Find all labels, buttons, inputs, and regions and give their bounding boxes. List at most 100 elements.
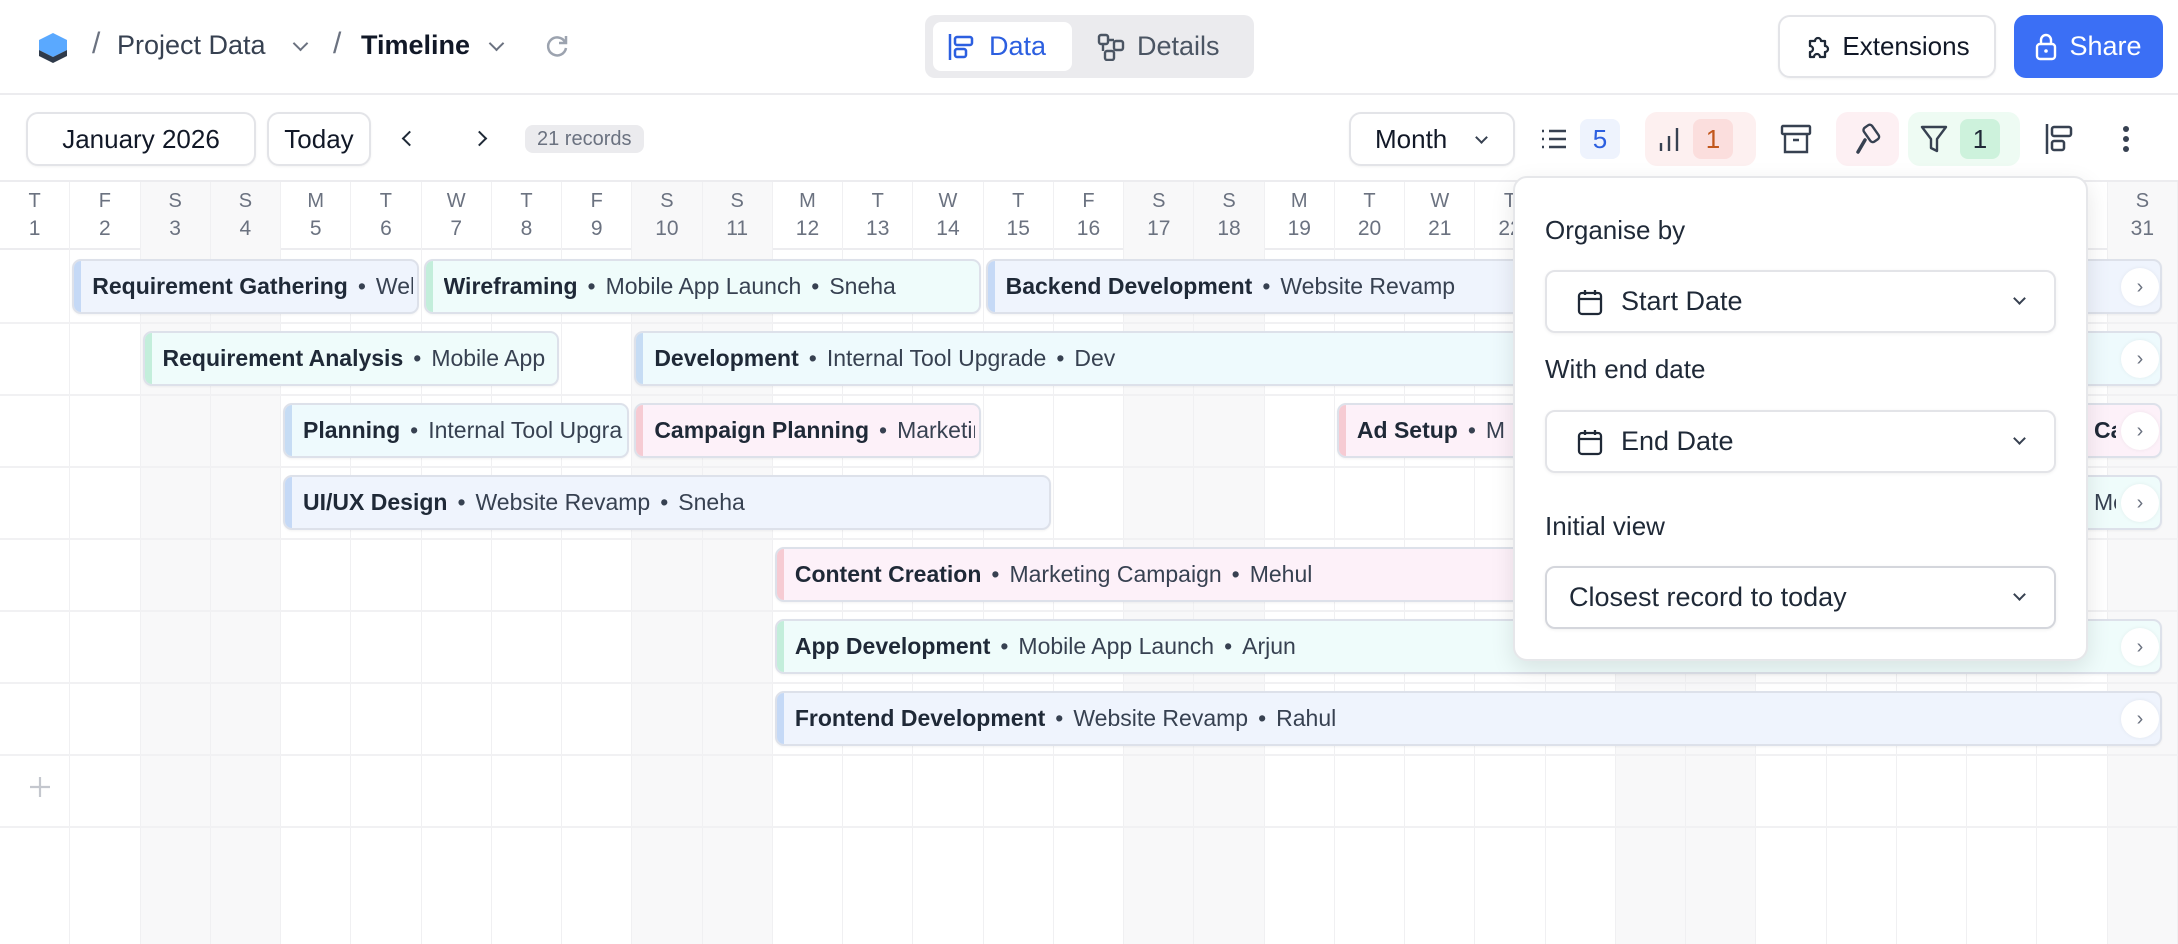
scroll-to-record-chevron-icon[interactable]: ›	[2121, 628, 2159, 666]
separator-dot: •	[587, 273, 596, 299]
record-title: Development	[654, 345, 799, 371]
initial-view-value: Closest record to today	[1569, 582, 1847, 612]
start-date-field-select[interactable]: Start Date	[1545, 270, 2056, 333]
day-number: 31	[2130, 217, 2155, 240]
record-meta: Mehul	[1249, 561, 1313, 587]
record-label: Ad Setup • Marketing Campaign	[1357, 405, 1505, 456]
layout-icon[interactable]	[2044, 122, 2076, 156]
record-meta: Arjun	[1242, 633, 1296, 659]
archive-icon[interactable]	[1780, 123, 1812, 155]
tab-data[interactable]: Data	[933, 22, 1072, 71]
lock-icon	[2035, 33, 2057, 61]
today-button[interactable]: Today	[267, 112, 371, 166]
group-count-badge: 1	[1693, 119, 1733, 159]
record-meta: Sneha	[829, 273, 896, 299]
chevron-down-icon[interactable]	[488, 35, 505, 52]
day-number: 2	[99, 217, 111, 240]
record-title: Content Creation	[794, 561, 982, 587]
end-date-value: End Date	[1621, 426, 1734, 456]
record-title: Requirement Gathering	[92, 273, 348, 299]
row-divider	[0, 754, 2178, 756]
separator-dot: •	[808, 345, 817, 371]
breadcrumb-project[interactable]: Project Data	[117, 30, 266, 60]
month-picker-button[interactable]: January 2026	[26, 112, 256, 166]
weekday-letter: T	[1363, 190, 1376, 212]
color-button[interactable]	[1836, 112, 1899, 166]
day-number: 9	[590, 217, 603, 240]
next-icon[interactable]	[471, 130, 488, 147]
record-bar[interactable]: Frontend Development • Website Revamp • Rahu…	[774, 691, 2162, 746]
tab-details-label: Details	[1137, 31, 1220, 61]
puzzle-icon	[1804, 33, 1832, 61]
day-column	[562, 250, 633, 944]
app-logo-icon[interactable]	[38, 32, 68, 64]
day-column	[2037, 250, 2108, 944]
record-bar[interactable]: Wireframing • Mobile App Launch • Sneha	[423, 259, 981, 314]
record-title: Requirement Analysis	[162, 345, 404, 371]
view-mode-select[interactable]: Month	[1349, 112, 1515, 166]
refresh-icon[interactable]	[544, 33, 570, 59]
extensions-button[interactable]: Extensions	[1778, 15, 1996, 78]
record-meta: Website Revamp	[1073, 705, 1249, 731]
weekday-letter: S	[2135, 190, 2150, 212]
chevron-down-icon	[2013, 432, 2026, 445]
share-button[interactable]: Share	[2014, 15, 2163, 78]
end-date-field-select[interactable]: End Date	[1545, 410, 2056, 473]
day-header: W 21	[1405, 182, 1476, 250]
record-bar[interactable]: UI/UX Design • Website Revamp • Sneha	[283, 475, 1051, 530]
breadcrumb-view[interactable]: Timeline	[361, 30, 471, 60]
separator-dot: •	[1056, 345, 1065, 371]
record-bar[interactable]: App Development • Mobile App Launch • Arjun	[774, 619, 2162, 674]
weekday-letter: M	[799, 190, 816, 212]
separator-dot: •	[811, 273, 820, 299]
scroll-to-record-chevron-icon[interactable]: ›	[2121, 700, 2159, 738]
separator-dot: •	[660, 489, 669, 515]
record-title: Frontend Development	[794, 705, 1046, 731]
weekday-letter: M	[1290, 190, 1308, 212]
day-header: M 19	[1265, 182, 1335, 250]
more-options-icon[interactable]	[2122, 126, 2130, 152]
previous-icon[interactable]	[401, 130, 418, 147]
record-title: Planning	[303, 417, 401, 443]
day-header: S 11	[702, 182, 773, 250]
record-bar[interactable]: Requirement Gathering • Website Revamp	[72, 259, 419, 314]
tab-details[interactable]: Details	[1083, 22, 1234, 71]
filter-button[interactable]: 1	[1908, 112, 2020, 166]
chevron-down-icon[interactable]	[292, 35, 309, 52]
fields-button[interactable]: 5	[1528, 112, 1632, 166]
initial-view-select[interactable]: Closest record to today	[1545, 566, 2056, 629]
scroll-to-record-chevron-icon[interactable]: ›	[2121, 340, 2159, 378]
day-number: 13	[866, 217, 890, 240]
scroll-to-record-chevron-icon[interactable]: ›	[2121, 268, 2159, 306]
record-bar[interactable]: Requirement Analysis • Mobile App Launch	[142, 331, 560, 386]
initial-view-label: Initial view	[1545, 511, 1665, 541]
top-bar: / Project Data / Timeline Data Details E…	[0, 0, 2178, 95]
scroll-to-record-chevron-icon[interactable]: ›	[2121, 412, 2159, 450]
record-title: Wireframing	[443, 273, 578, 299]
record-bar[interactable]: Planning • Internal Tool Upgrade	[283, 403, 630, 458]
record-label: Requirement Gathering • Website Revamp	[92, 261, 412, 312]
separator-dot: •	[413, 345, 422, 371]
record-meta: Sneha	[678, 489, 745, 515]
record-label: Campaign Launch	[2094, 405, 2116, 456]
filter-icon	[1920, 124, 1948, 154]
record-label: Requirement Analysis • Mobile App Launch	[163, 333, 554, 384]
add-record-icon[interactable]	[28, 775, 52, 799]
record-count-badge: 21 records	[525, 125, 644, 153]
day-number: 4	[239, 217, 252, 240]
view-mode-value: Month	[1375, 123, 1448, 154]
group-button[interactable]: 1	[1645, 112, 1756, 166]
day-number: 16	[1076, 217, 1101, 240]
separator-dot: •	[1258, 705, 1267, 731]
record-meta: Marketing Campaign	[1485, 417, 1505, 443]
separator-dot: •	[991, 561, 1000, 587]
scroll-to-record-chevron-icon[interactable]: ›	[2121, 484, 2159, 522]
weekday-letter: S	[1152, 190, 1166, 212]
calendar-icon	[1577, 428, 1603, 456]
separator-dot: •	[1055, 705, 1064, 731]
day-column	[281, 250, 352, 944]
day-number: 10	[655, 217, 679, 240]
chevron-down-icon	[2013, 292, 2026, 305]
record-bar[interactable]: Campaign Planning • Marketing Campaign	[634, 403, 981, 458]
